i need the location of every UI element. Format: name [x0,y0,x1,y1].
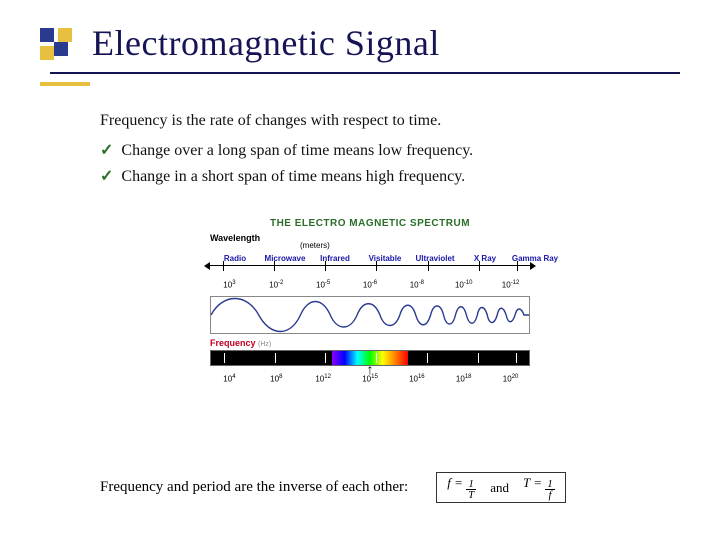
spectrum-figure: THE ELECTRO MAGNETIC SPECTRUM Wavelength… [180,218,560,383]
frac-den: T [466,490,476,500]
footer-text: Frequency and period are the inverse of … [100,479,408,496]
band-label: Radio [210,254,260,263]
frequency-unit: (Hz) [258,341,271,348]
content-area: Frequency is the rate of changes with re… [100,112,660,194]
logo-sq-2 [58,28,72,42]
spectrum-title: THE ELECTRO MAGNETIC SPECTRUM [180,218,560,229]
footer-row: Frequency and period are the inverse of … [100,472,680,503]
intro-paragraph: Frequency is the rate of changes with re… [100,112,660,130]
frac-den: f [547,490,554,500]
title-underline [50,72,680,74]
bullet-text: Change over a long span of time means lo… [121,142,473,160]
formula-lhs: f [447,475,451,490]
rainbow-ticks [211,351,529,365]
bullet-text: Change in a short span of time means hig… [121,168,465,186]
check-icon: ✓ [100,142,113,160]
check-icon: ✓ [100,168,113,186]
exp-val: 104 [206,374,253,384]
rainbow-bar [210,350,530,366]
axis-arrow-right-icon [530,262,536,270]
bullet-row: ✓ Change over a long span of time means … [100,142,660,160]
frequency-values: 104 108 1012 1015 1016 1018 1020 [180,374,560,384]
accent-line [40,82,90,86]
axis-arrow-left-icon [204,262,210,270]
fraction-icon: 1 T [466,479,476,500]
logo-sq-4 [54,42,68,56]
wavelength-axis [210,265,530,282]
band-label: X Ray [460,254,510,263]
band-label: Visitable [360,254,410,263]
page-title: Electromagnetic Signal [92,22,440,64]
fraction-icon: 1 f [545,479,555,500]
formula-1: f = 1 T [447,475,476,500]
band-label: Microwave [260,254,310,263]
band-labels-row: Radio Microwave Infrared Visitable Ultra… [180,254,560,263]
logo-sq-3 [40,46,54,60]
exp-val: 108 [253,374,300,384]
exp-val: 1012 [300,374,347,384]
band-label: Infrared [310,254,360,263]
frequency-label: Frequency (Hz) [180,338,560,348]
logo-sq-1 [40,28,54,42]
formula-and: and [490,480,509,496]
formula-lhs: T [523,475,530,490]
exp-val: 1016 [393,374,440,384]
wave-diagram [210,296,530,334]
exp-val: 1015 [347,374,394,384]
bullet-row: ✓ Change in a short span of time means h… [100,168,660,186]
slide-logo [40,28,76,64]
exp-val: 1018 [440,374,487,384]
formula-box: f = 1 T and T = 1 f [436,472,566,503]
exp-val: 1020 [487,374,534,384]
frequency-label-text: Frequency [210,338,256,348]
band-label: Ultraviolet [410,254,460,263]
formula-2: T = 1 f [523,475,555,500]
